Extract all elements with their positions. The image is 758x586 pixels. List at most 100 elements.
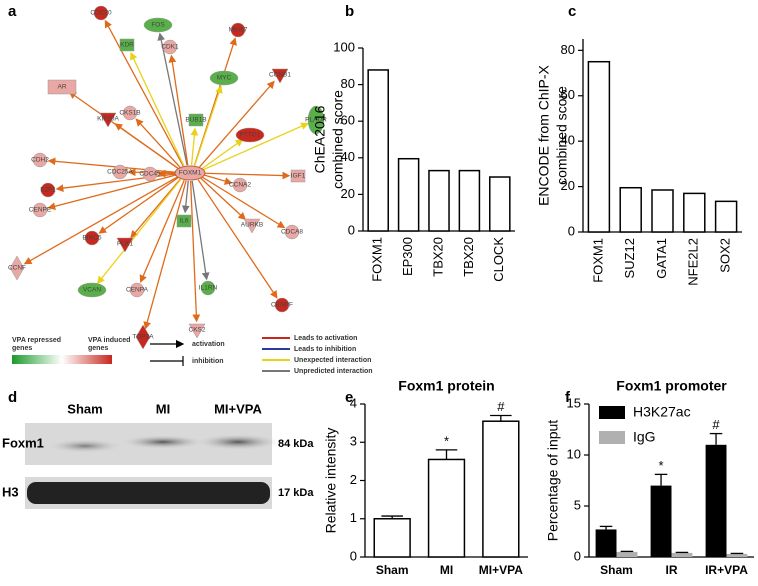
legend-gradient (12, 355, 62, 364)
network-node (235, 127, 265, 143)
network-edge (201, 176, 286, 229)
y-tick-label: 1 (350, 510, 357, 525)
network-edge (181, 180, 190, 214)
network-node (32, 152, 48, 168)
y-tick-label: 60 (341, 113, 355, 128)
node-label: CENPA (126, 287, 149, 294)
x-tick-label: EP300 (400, 237, 415, 276)
blot-band (196, 434, 280, 450)
chart-title: Foxm1 promoter (616, 378, 727, 394)
node-label: CKS2 (189, 327, 206, 334)
network-node (112, 164, 128, 180)
node-label: AR (57, 84, 66, 91)
network-edge (202, 122, 309, 171)
network-edge (198, 80, 275, 168)
node-label: MYC (217, 75, 232, 82)
legend-text: genes (88, 345, 108, 352)
node-label: CDK1 (161, 44, 179, 51)
node-label: FOS (151, 22, 165, 29)
blot-band (121, 435, 205, 449)
legend-text: Leads to inhibition (294, 346, 356, 353)
y-axis-label: ENCODE from ChIP-X (536, 64, 552, 205)
bar (427, 458, 466, 558)
network-node (307, 105, 325, 135)
network-node (188, 113, 204, 127)
bar (482, 420, 520, 558)
network-edge (200, 177, 247, 221)
node-label: CDCA8 (281, 229, 303, 236)
network-node (40, 182, 56, 198)
bar (428, 169, 450, 232)
node-label: E2F1 (40, 187, 56, 194)
network-edge (168, 54, 189, 166)
bar (651, 189, 674, 233)
network-node (99, 112, 117, 128)
annotation: # (497, 399, 505, 414)
bar (367, 69, 389, 232)
bar (373, 518, 411, 558)
annotation: * (659, 458, 664, 473)
node-label: TOP2A (132, 334, 154, 341)
node-label: BIRC5 (82, 235, 102, 242)
network-node (232, 177, 248, 193)
network-edge (157, 32, 188, 166)
network-node (176, 214, 192, 228)
network-node (129, 282, 145, 298)
network-node (284, 224, 300, 240)
network-node (243, 218, 261, 234)
size-label: 84 kDa (278, 438, 314, 450)
y-tick-label: 10 (567, 446, 581, 461)
network-node (188, 323, 206, 339)
network-hub (174, 165, 206, 181)
bar (595, 529, 617, 557)
y-tick-label: 0 (568, 223, 575, 238)
bar (683, 192, 706, 233)
x-tick-label: SOX2 (718, 238, 733, 273)
y-tick-label: 80 (341, 76, 355, 91)
y-tick-label: 20 (341, 186, 355, 201)
network-node (122, 105, 138, 121)
node-label: PLK1 (117, 241, 133, 248)
node-label: IL1RN (199, 285, 218, 292)
node-label: CCNF (8, 265, 26, 272)
node-label: CDC45 (139, 171, 161, 178)
node-label: CENPF (271, 302, 293, 309)
size-label: 17 kDa (278, 487, 314, 499)
node-label: CDH2 (31, 157, 49, 164)
bar (458, 169, 481, 232)
node-label: PLAUR (305, 117, 327, 124)
x-tick-label: CLOCK (491, 237, 506, 282)
network-node (142, 166, 158, 182)
bar (705, 444, 727, 557)
row-label: H3 (2, 484, 19, 499)
network-node (9, 255, 25, 281)
network-edge (96, 178, 182, 285)
bar (489, 176, 511, 232)
legend-text: inhibition (192, 358, 224, 365)
network-edge (135, 118, 181, 168)
legend-text: VPA repressed (12, 337, 61, 344)
x-tick-label: NFE2L2 (686, 238, 701, 286)
panel-label: c (568, 3, 576, 20)
node-label: BUB1B (185, 117, 206, 124)
network-node (200, 280, 216, 296)
blot-band (27, 482, 270, 504)
network-node (290, 169, 306, 183)
node-label: VCAN (83, 287, 101, 294)
y-tick-label: 20 (561, 178, 575, 193)
network-node (135, 324, 151, 350)
y-tick-label: 3 (350, 434, 357, 449)
network-edge (191, 180, 210, 281)
y-tick-label: 4 (350, 395, 357, 410)
network-node (230, 22, 246, 38)
network-edge (143, 180, 187, 330)
panel-label: e (345, 389, 353, 406)
x-tick-label: FOXM1 (370, 237, 385, 282)
bar (587, 60, 611, 233)
lane-label: Sham (67, 401, 102, 416)
bar (714, 200, 738, 233)
network-node (119, 38, 135, 52)
y-axis-label: ChEA2016 (312, 105, 328, 173)
network-edge (203, 171, 291, 180)
bar (397, 157, 420, 232)
